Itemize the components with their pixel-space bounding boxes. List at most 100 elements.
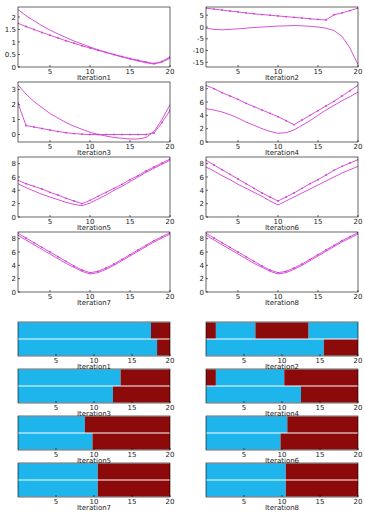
x-tick-label: 20 [166,498,175,506]
marker [325,105,327,107]
bar-segment [301,387,358,403]
marker [261,109,263,111]
bar-segment [206,481,286,497]
marker [261,192,263,194]
y-tick-label: 4 [12,187,17,195]
x-tick [50,215,51,217]
marker [341,165,343,167]
x-tick-label: 15 [316,357,325,365]
x-tick-label: 5 [236,218,240,226]
x-tick [320,448,321,450]
marker [97,195,99,197]
x-tick-label: 5 [54,357,58,365]
x-tick-label: 20 [166,218,175,226]
bar-segment [206,370,216,386]
marker [253,187,255,189]
x-axis-label: Iteration4 [265,149,300,157]
bar-segment [255,323,308,339]
x-tick [318,215,319,217]
marker [317,110,319,112]
x-tick-label: 20 [354,404,363,412]
marker [49,129,51,131]
bar-segment [284,370,358,386]
marker [269,112,271,114]
x-tick [130,140,131,142]
marker [65,260,67,262]
marker [65,132,67,134]
x-tick-label: 15 [314,143,323,151]
marker [221,92,223,94]
x-tick-label: 5 [236,293,240,301]
marker [161,122,163,124]
bar-segment [18,464,98,480]
background [0,0,365,519]
x-tick-label: 15 [314,218,323,226]
panel: 5101520Iteration1 [18,322,174,371]
x-tick [318,140,319,142]
panel: 5101520Iteration2 [206,322,362,371]
x-tick-label: 15 [314,293,323,301]
y-tick-label: 2 [200,125,204,133]
marker [293,192,295,194]
marker [213,237,215,239]
x-tick-label: 20 [166,293,175,301]
panel: 5101520Iteration402468 [200,82,363,157]
marker [237,251,239,253]
x-tick [130,65,131,67]
marker [229,10,231,12]
marker [89,199,91,201]
y-tick-label: 0 [12,289,16,297]
plot-area [206,159,358,205]
plot-area [18,370,170,403]
x-tick [358,354,359,356]
x-tick-label: 5 [236,143,240,151]
x-tick-label: 15 [316,451,325,459]
panel: 5101520Iteration802468 [200,232,363,307]
x-tick [170,354,171,356]
x-tick-label: 5 [48,218,52,226]
marker [81,203,83,205]
x-tick-label: 20 [354,498,363,506]
marker [341,12,343,14]
line [18,159,170,204]
x-tick [238,140,239,142]
marker [277,200,279,202]
marker [121,183,123,185]
marker [293,16,295,18]
marker [81,133,83,135]
y-tick-label: 4 [200,262,205,270]
x-tick-label: 5 [54,498,58,506]
frame [18,369,170,403]
marker [301,187,303,189]
y-tick-label: 0 [200,24,204,32]
marker [49,191,51,193]
marker [253,13,255,15]
marker [229,246,231,248]
marker [41,128,43,130]
y-tick-label: 8 [12,235,16,243]
frame [206,157,358,217]
y-tick-label: 2 [200,275,204,283]
marker [89,272,91,274]
x-axis-label: Iteration3 [77,149,111,157]
panel: 5101520Iteration100.511.52 [5,7,175,82]
x-axis-label: Iteration6 [265,224,300,232]
y-tick-label: 4 [200,112,205,120]
line [206,234,358,274]
x-tick-label: 5 [236,68,240,76]
x-tick-label: 5 [242,357,246,365]
x-tick [94,495,95,497]
x-tick [244,401,245,403]
marker [349,90,351,92]
marker [285,196,287,198]
x-tick [90,140,91,142]
marker [73,42,75,44]
x-tick-label: 15 [128,357,137,365]
marker [89,134,91,136]
panel: 5101520Iteration30123 [12,82,175,157]
x-tick [358,401,359,403]
x-tick-label: 20 [354,451,363,459]
x-tick [320,401,321,403]
marker [333,169,335,171]
marker [25,125,27,127]
